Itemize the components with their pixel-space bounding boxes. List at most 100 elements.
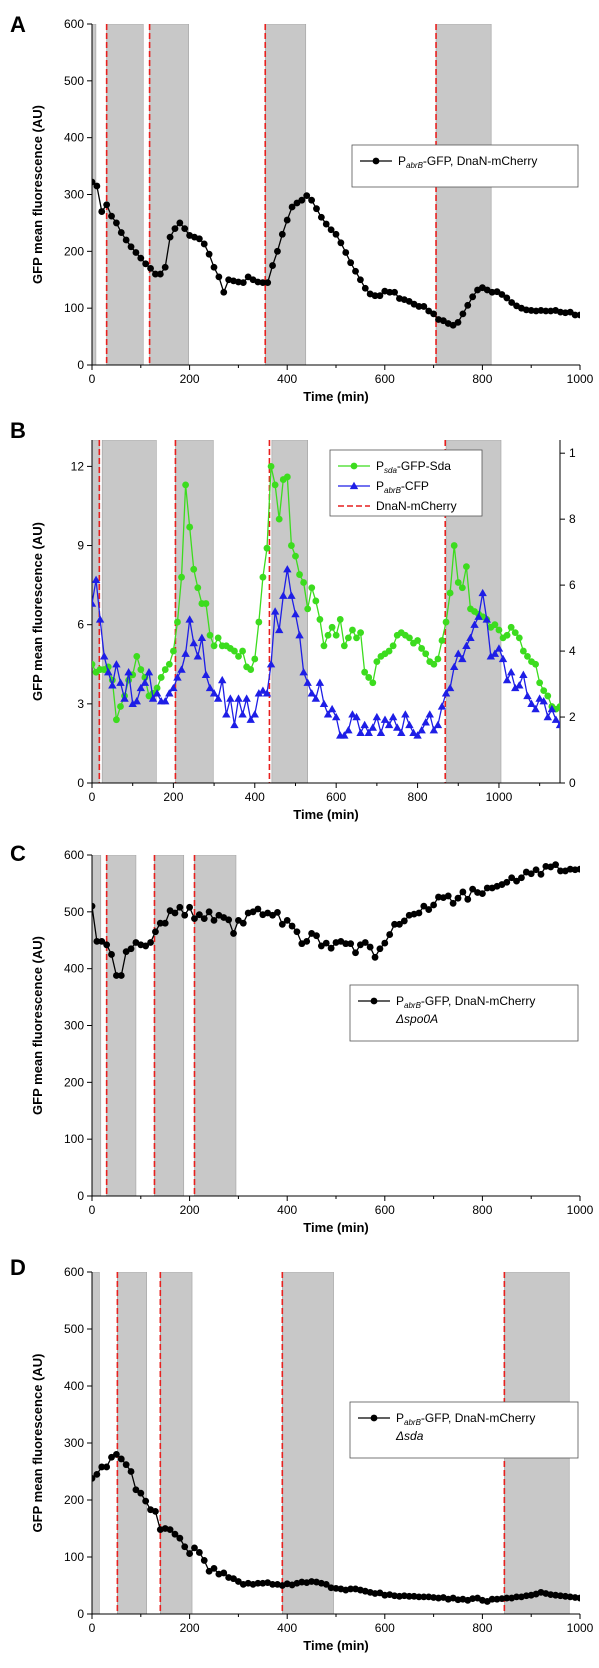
series-0 xyxy=(92,178,580,329)
data-point xyxy=(316,616,324,623)
data-point xyxy=(415,909,423,917)
data-point xyxy=(169,683,178,692)
x-tick-label: 600 xyxy=(375,1621,395,1635)
y-tick-label: 0 xyxy=(77,358,84,372)
data-point xyxy=(449,662,459,671)
legend-marker xyxy=(349,481,359,490)
data-point xyxy=(308,196,315,204)
data-point xyxy=(503,631,511,639)
x-tick-label: 1000 xyxy=(567,372,594,386)
data-point xyxy=(319,699,329,707)
data-point xyxy=(299,667,308,676)
y-tick-label: 400 xyxy=(64,131,84,145)
data-point xyxy=(209,689,219,697)
series-0 xyxy=(92,861,580,979)
data-point xyxy=(507,623,515,631)
data-point xyxy=(220,1569,228,1577)
data-point xyxy=(386,931,394,938)
data-point xyxy=(340,731,349,739)
x-tick-label: 600 xyxy=(326,790,346,804)
y2-tick-label: 8 xyxy=(569,512,576,526)
data-point xyxy=(470,620,479,628)
data-point xyxy=(327,226,335,234)
data-point xyxy=(186,903,194,911)
data-point xyxy=(445,683,455,692)
panel-label: D xyxy=(10,1255,26,1280)
y2-tick-label: 6 xyxy=(569,578,576,592)
data-point xyxy=(156,270,164,278)
data-point xyxy=(458,584,466,592)
data-point xyxy=(132,1486,140,1494)
data-point xyxy=(557,867,564,875)
data-point xyxy=(328,623,336,631)
data-point xyxy=(113,972,120,979)
data-point xyxy=(490,649,500,657)
x-tick-label: 1000 xyxy=(486,790,513,804)
data-point xyxy=(385,647,393,655)
data-point xyxy=(242,694,251,702)
data-point xyxy=(137,666,145,673)
data-point xyxy=(576,311,580,319)
y2-tick-label: 2 xyxy=(569,710,576,724)
chart-panel-c: 0 200 400 600 800 1000 0 100 200 300 400 500 600 Time… xyxy=(10,841,594,1235)
x-tick-label: 200 xyxy=(180,1621,200,1635)
x-axis-label: Time (min) xyxy=(303,1638,369,1653)
data-point xyxy=(332,631,340,639)
data-point xyxy=(234,694,243,702)
data-point xyxy=(239,919,247,927)
data-point xyxy=(220,288,228,296)
legend-label-line2: Δsda xyxy=(395,1429,424,1443)
x-tick-label: 1000 xyxy=(567,1203,594,1217)
x-axis-label: Time (min) xyxy=(293,807,359,822)
data-point xyxy=(132,697,141,705)
data-point xyxy=(425,906,433,913)
series-0 xyxy=(92,462,560,724)
y-tick-label: 400 xyxy=(64,1379,84,1393)
data-point xyxy=(288,542,295,549)
data-point xyxy=(542,307,550,315)
data-point xyxy=(535,694,544,702)
data-point xyxy=(441,689,451,697)
data-point xyxy=(401,710,410,718)
x-tick-label: 0 xyxy=(89,790,96,804)
y-tick-label: 600 xyxy=(64,1265,84,1279)
data-point xyxy=(292,552,299,560)
legend-label: DnaN-mCherry xyxy=(376,499,457,513)
shaded-regions xyxy=(92,24,492,365)
data-point xyxy=(205,683,215,692)
data-point xyxy=(523,691,532,700)
y-tick-label: 6 xyxy=(77,618,84,632)
y-tick-label: 300 xyxy=(64,188,84,202)
y-tick-label: 500 xyxy=(64,905,84,919)
data-point xyxy=(113,219,120,227)
data-point xyxy=(153,684,161,692)
data-point xyxy=(122,236,130,244)
legend-marker xyxy=(350,462,358,470)
data-point xyxy=(205,908,213,916)
data-point xyxy=(425,710,434,718)
data-point xyxy=(92,575,101,583)
data-point xyxy=(254,689,264,697)
data-point xyxy=(571,311,579,319)
data-point xyxy=(340,642,348,650)
data-point xyxy=(127,243,135,251)
data-point xyxy=(420,1593,428,1601)
data-point xyxy=(262,689,272,697)
data-point xyxy=(376,728,386,737)
data-point xyxy=(264,279,272,286)
data-point xyxy=(92,660,96,668)
data-point xyxy=(518,874,525,882)
data-point xyxy=(270,607,280,615)
data-point xyxy=(161,697,170,705)
data-point xyxy=(344,726,353,734)
shaded-region xyxy=(194,855,237,1196)
x-tick-label: 600 xyxy=(375,1203,395,1217)
y-tick-label: 0 xyxy=(77,1189,84,1203)
chart-panel-d: 0 200 400 600 800 1000 0 100 200 300 400 500 600 Time… xyxy=(10,1255,594,1653)
data-point xyxy=(391,288,398,296)
y-tick-label: 300 xyxy=(64,1436,84,1450)
data-point xyxy=(494,644,504,652)
data-point xyxy=(267,462,275,470)
data-point xyxy=(344,634,352,642)
data-point xyxy=(422,650,430,658)
